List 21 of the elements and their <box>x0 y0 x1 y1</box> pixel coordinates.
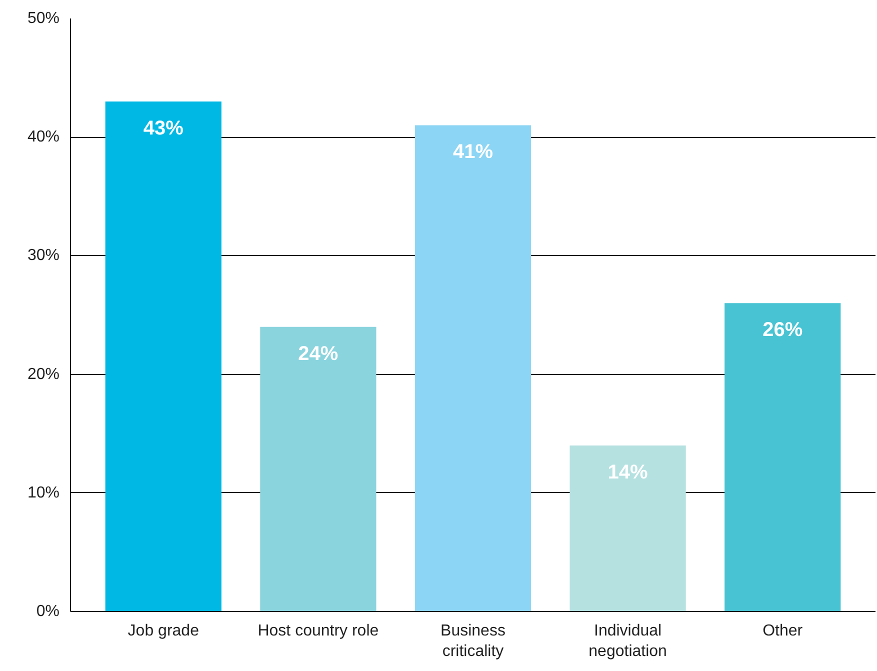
y-tick-label: 20% <box>27 366 60 383</box>
data-label: 24% <box>298 342 338 365</box>
x-tick-label: Host country role <box>258 622 379 640</box>
x-tick-label: Other <box>762 622 804 640</box>
x-tick-label: Individual negotiation <box>588 622 667 660</box>
bar <box>724 303 841 612</box>
y-tick-label: 30% <box>27 247 60 264</box>
y-tick-label: 0% <box>36 603 60 620</box>
bar <box>105 102 222 612</box>
data-label: 14% <box>608 461 648 484</box>
y-tick-label: 50% <box>27 10 60 27</box>
x-tick-label: Job grade <box>128 622 200 640</box>
y-tick-label: 40% <box>27 128 60 146</box>
bar <box>260 326 376 612</box>
x-tick-label: Business criticality <box>440 622 506 660</box>
bar <box>570 445 686 612</box>
data-label: 26% <box>762 319 803 342</box>
y-tick-label: 10% <box>27 484 60 502</box>
bar <box>414 125 532 612</box>
data-label: 43% <box>143 118 184 140</box>
data-label: 41% <box>452 141 494 164</box>
